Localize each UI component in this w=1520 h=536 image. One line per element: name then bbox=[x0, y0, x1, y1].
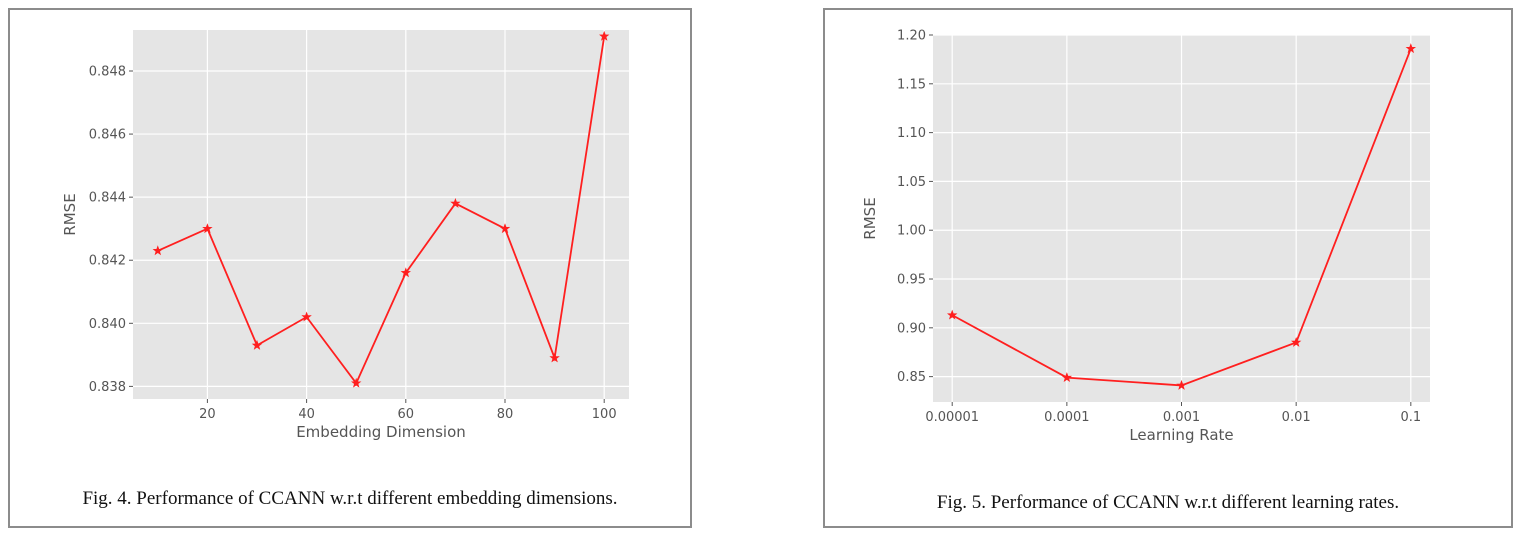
chart-2-x-tick-label: 0.001 bbox=[1163, 410, 1200, 425]
chart-2-y-tick-label: 1.15 bbox=[897, 77, 926, 92]
chart-1-data-point bbox=[152, 245, 163, 256]
chart-2-y-tick-label: 1.20 bbox=[897, 29, 926, 44]
chart-2-data-point bbox=[1405, 43, 1417, 54]
chart-1-data-point bbox=[450, 197, 461, 208]
chart-2-x-tick-label: 0.0001 bbox=[1044, 410, 1090, 425]
chart-1-y-tick-label: 0.842 bbox=[89, 254, 126, 269]
chart-1-x-axis-label: Embedding Dimension bbox=[296, 423, 466, 441]
chart-2-data-point bbox=[1290, 336, 1302, 347]
chart-1-y-axis-label: RMSE bbox=[61, 193, 79, 235]
chart-2-data-point bbox=[1061, 372, 1073, 383]
chart-1-x-tick-label: 60 bbox=[398, 407, 415, 422]
chart-1-data-point bbox=[598, 30, 610, 41]
chart-1-data-point bbox=[400, 267, 412, 278]
chart-2-y-tick-label: 1.00 bbox=[897, 224, 926, 239]
chart-1-data-point bbox=[351, 377, 362, 388]
chart-2-x-tick-label: 0.1 bbox=[1400, 410, 1421, 425]
chart-1-series-line bbox=[157, 36, 606, 385]
chart-1-y-tick-label: 0.846 bbox=[89, 128, 126, 143]
chart-2-data-point bbox=[946, 309, 958, 320]
figure-4-chart: 20 40 60 80 100 0.838 0.840 0.842 0.844 0.846 0.84… bbox=[61, 30, 629, 441]
figure-5-caption: Fig. 5. Performance of CCANN w.r.t diffe… bbox=[936, 492, 1400, 513]
figure-5-chart: 0.00001 0.0001 0.001 0.01 0.1 0.85 0.90 0.95 1.0… bbox=[861, 29, 1430, 444]
figure-4-panel: 20 40 60 80 100 0.838 0.840 0.842 0.844 0.846 0.84… bbox=[8, 8, 692, 528]
chart-1-data-point bbox=[251, 339, 263, 350]
chart-1-data-point bbox=[301, 311, 312, 322]
chart-1-y-tick-label: 0.848 bbox=[89, 65, 126, 80]
chart-1-x-tick-label: 20 bbox=[199, 407, 216, 422]
chart-1-data-point bbox=[499, 223, 511, 234]
chart-1-data-point bbox=[202, 223, 213, 234]
chart-2-data-point bbox=[1176, 379, 1187, 390]
chart-1-x-tick-label: 40 bbox=[298, 407, 315, 422]
chart-1-data-point bbox=[549, 352, 560, 363]
figure-4-caption: Fig. 4. Performance of CCANN w.r.t diffe… bbox=[82, 488, 618, 509]
chart-2-y-tick-label: 0.85 bbox=[897, 370, 926, 385]
figure-5-panel: 0.00001 0.0001 0.001 0.01 0.1 0.85 0.90 0.95 1.0… bbox=[823, 8, 1513, 528]
chart-2-y-tick-label: 0.90 bbox=[897, 321, 926, 336]
chart-2-y-tick-label: 0.95 bbox=[897, 273, 926, 288]
chart-2-y-tick-label: 1.10 bbox=[897, 126, 926, 141]
chart-1-y-tick-label: 0.838 bbox=[89, 380, 126, 395]
chart-2-y-axis-label: RMSE bbox=[861, 197, 879, 239]
chart-1-y-tick-label: 0.840 bbox=[89, 317, 126, 332]
chart-1-x-tick-label: 100 bbox=[592, 407, 617, 422]
chart-2-x-tick-label: 0.01 bbox=[1282, 410, 1311, 425]
chart-1-x-tick-label: 80 bbox=[497, 407, 514, 422]
chart-1-y-tick-label: 0.844 bbox=[89, 191, 126, 206]
chart-2-y-tick-label: 1.05 bbox=[897, 175, 926, 190]
chart-2-x-tick-label: 0.00001 bbox=[925, 410, 979, 425]
chart-2-x-axis-label: Learning Rate bbox=[1129, 426, 1233, 444]
